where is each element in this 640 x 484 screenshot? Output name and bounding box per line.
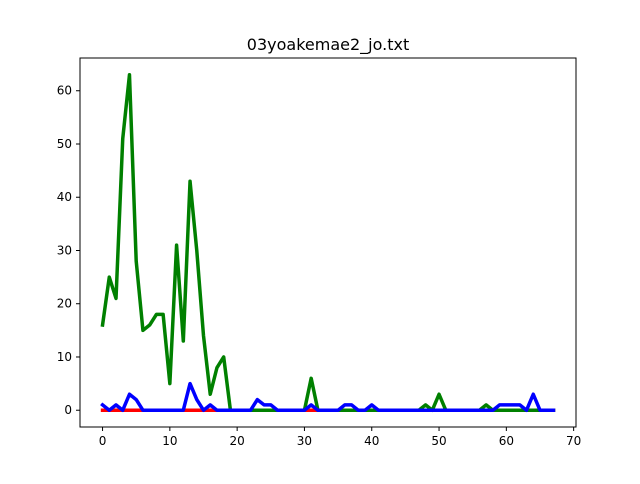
y-axis: 0 10 20 30 40 50 60 xyxy=(57,84,80,417)
y-tick-label: 60 xyxy=(57,84,72,98)
plot-frame xyxy=(79,57,577,428)
x-tick-label: 20 xyxy=(230,434,245,448)
x-tick-label: 30 xyxy=(297,434,312,448)
x-tick-label: 60 xyxy=(499,434,514,448)
y-tick-label: 50 xyxy=(57,137,72,151)
x-tick-label: 50 xyxy=(431,434,446,448)
x-axis: 0 10 20 30 40 50 60 70 xyxy=(99,427,581,448)
x-tick-label: 0 xyxy=(99,434,107,448)
y-tick-label: 30 xyxy=(57,243,72,257)
series-layer xyxy=(100,73,556,412)
x-tick-label: 70 xyxy=(566,434,581,448)
x-tick-label: 40 xyxy=(364,434,379,448)
y-tick-label: 20 xyxy=(57,297,72,311)
series-line-2 xyxy=(100,381,556,412)
x-tick-label: 10 xyxy=(162,434,177,448)
y-tick-label: 40 xyxy=(57,190,72,204)
y-tick-label: 10 xyxy=(57,350,72,364)
y-tick-label: 0 xyxy=(64,403,72,417)
chart-title: 03yoakemae2_jo.txt xyxy=(247,35,409,55)
